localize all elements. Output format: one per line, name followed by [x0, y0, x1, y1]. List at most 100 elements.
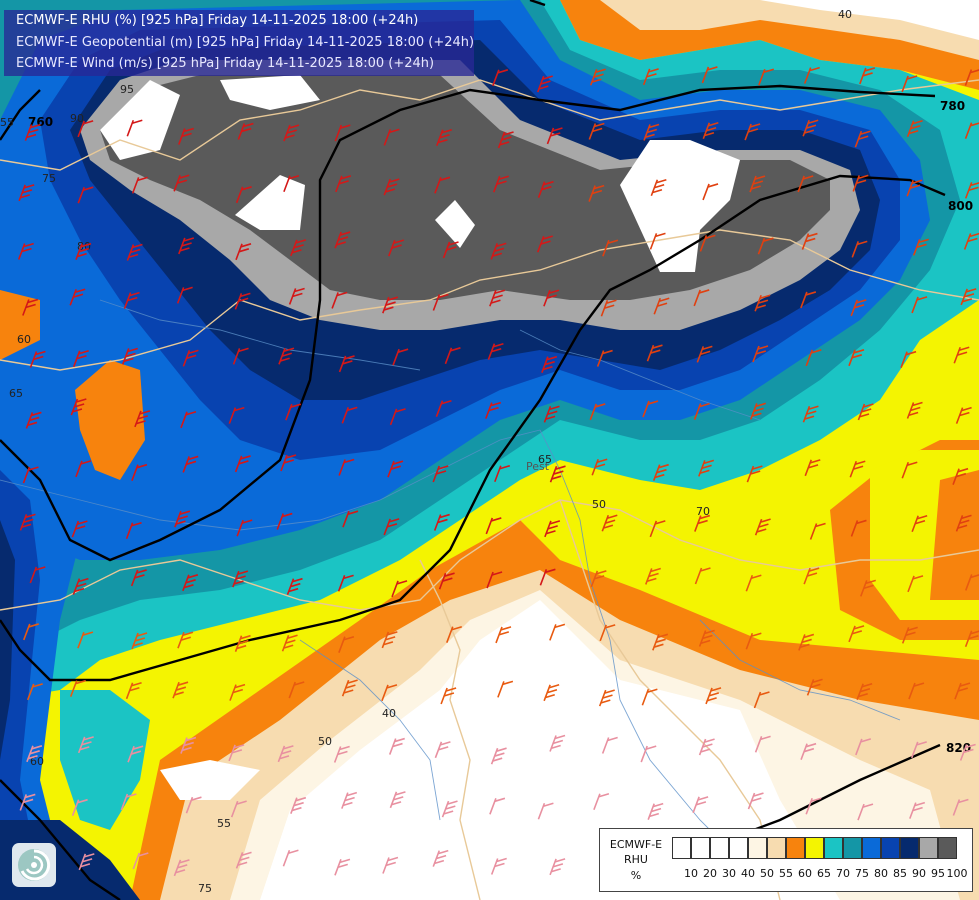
wind-barb-icon: [173, 859, 190, 877]
wind-barb-icon: [952, 467, 969, 485]
wind-barb-icon: [18, 184, 35, 202]
legend-swatch: [938, 837, 957, 859]
legend-swatch: [710, 837, 729, 859]
wind-barb-icon: [698, 629, 715, 647]
wind-barb-icon: [489, 797, 506, 815]
legend-swatch: [862, 837, 881, 859]
geopotential-label: 780: [940, 99, 965, 113]
wind-barb-icon: [744, 123, 761, 141]
wind-barb-icon: [647, 802, 664, 820]
wind-barb-icon: [446, 625, 463, 643]
wind-barb-icon: [757, 237, 774, 255]
wind-barb-icon: [752, 345, 769, 363]
city-label: Pest: [526, 460, 550, 473]
wind-barb-icon: [387, 460, 404, 478]
wind-barb-icon: [278, 347, 295, 365]
wind-barb-icon: [282, 849, 299, 867]
wind-barb-icon: [228, 406, 245, 424]
wind-barb-icon: [490, 242, 507, 260]
rhu-label: 60: [17, 333, 31, 346]
wind-barb-icon: [601, 736, 618, 754]
wind-barb-icon: [338, 458, 355, 476]
wind-barb-icon: [444, 347, 461, 365]
rhu-label: 40: [382, 707, 396, 720]
wind-barb-icon: [331, 291, 348, 309]
wind-barb-icon: [388, 239, 404, 257]
wind-barb-icon: [588, 122, 605, 140]
legend-swatch: [729, 837, 748, 859]
wind-barb-icon: [132, 852, 149, 870]
wind-barb-icon: [908, 682, 925, 700]
rhu-label: 90: [70, 112, 84, 125]
wind-barb-icon: [26, 745, 43, 763]
wind-barb-icon: [492, 69, 509, 87]
wind-barb-icon: [955, 406, 972, 424]
wind-barb-icon: [432, 293, 449, 311]
wind-barb-icon: [850, 519, 867, 537]
rhu-label: 70: [696, 505, 710, 518]
rhu-label: 50: [318, 735, 332, 748]
wind-barb-icon: [642, 400, 659, 418]
wind-barb-icon: [549, 858, 566, 876]
wind-barb-icon: [694, 514, 711, 532]
wind-barb-icon: [954, 682, 971, 700]
wind-barb-icon: [232, 347, 249, 365]
wind-barb-icon: [22, 466, 39, 484]
wind-barb-icon: [173, 174, 190, 192]
wind-barb-icon: [546, 127, 563, 145]
rhu-label: 75: [42, 172, 56, 185]
wind-barb-icon: [848, 349, 865, 367]
wind-barb-icon: [285, 403, 302, 421]
wind-barb-icon: [705, 687, 722, 705]
legend-tick-label: 30: [722, 867, 736, 880]
wind-barb-icon: [907, 575, 924, 593]
wind-barb-icon: [749, 175, 766, 193]
rhu-legend: ECMWF-E RHU % 10 20 30 40 50 55 60 65 70 75 80 85 90…: [599, 828, 973, 892]
wind-barb-icon: [849, 460, 866, 478]
wind-barb-icon: [696, 345, 713, 363]
wind-barb-icon: [537, 180, 554, 198]
wind-barb-icon: [600, 299, 617, 317]
legend-swatch: [786, 837, 805, 859]
wind-barb-icon: [383, 178, 400, 196]
wind-barb-icon: [497, 680, 514, 698]
wind-barb-icon: [652, 633, 669, 651]
legend-swatch: [900, 837, 919, 859]
legend-tick-label: 55: [779, 867, 793, 880]
wind-barb-icon: [850, 299, 867, 317]
wind-barb-icon: [77, 186, 94, 204]
wind-barb-icon: [649, 520, 666, 538]
geopotential-label: 800: [948, 199, 973, 213]
wind-barb-icon: [341, 679, 358, 697]
legend-tick-label: 75: [855, 867, 869, 880]
legend-tick-label: 60: [798, 867, 812, 880]
wind-barb-icon: [494, 464, 511, 483]
wind-barb-icon: [126, 119, 143, 137]
wind-barb-icon: [960, 288, 977, 306]
wind-barb-icon: [234, 455, 251, 473]
wind-barb-icon: [280, 454, 297, 472]
wind-barb-icon: [906, 119, 923, 138]
wind-barb-icon: [29, 350, 46, 368]
wind-barb-icon: [71, 520, 88, 538]
wind-barb-icon: [497, 131, 514, 149]
wind-barb-icon: [180, 411, 197, 429]
wind-barb-icon: [754, 294, 771, 312]
wind-barb-icon: [601, 514, 618, 532]
wind-barb-icon: [290, 796, 307, 814]
wind-barb-icon: [134, 410, 151, 428]
wind-barb-icon: [232, 570, 249, 588]
wind-barb-icon: [26, 683, 43, 701]
wind-barb-icon: [283, 174, 300, 193]
legend-swatch: [843, 837, 862, 859]
wind-barb-icon: [702, 183, 719, 201]
wind-barb-icon: [442, 241, 459, 259]
wind-barb-icon: [642, 68, 659, 86]
wind-barb-icon: [602, 239, 619, 257]
legend-tick-label: 100: [946, 867, 968, 880]
wind-barb-icon: [640, 745, 657, 763]
title-wind: ECMWF-E Wind (m/s) [925 hPa] Friday 14-1…: [16, 56, 435, 71]
wind-barb-icon: [125, 682, 142, 700]
wind-barb-icon: [185, 796, 202, 814]
